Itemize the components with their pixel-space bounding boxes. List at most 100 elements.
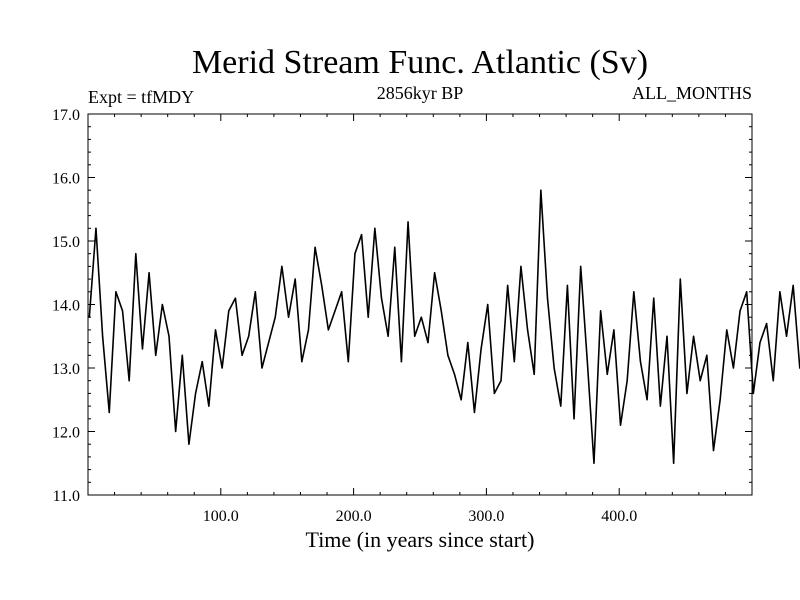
data-point [281,265,283,267]
data-point [148,272,150,274]
data-point [719,399,721,401]
data-point [732,367,735,369]
data-point [520,265,522,267]
data-point [268,342,270,344]
series-layer [88,189,800,465]
data-point [573,418,575,420]
data-point [301,361,303,363]
data-point [619,424,622,426]
data-point [380,297,383,299]
data-point [526,329,529,331]
data-point [155,354,157,356]
data-point [540,189,542,191]
data-point [228,310,230,312]
data-point [659,405,661,407]
data-point [792,284,794,287]
data-point [261,367,263,369]
y-tick-label: 17.0 [52,107,80,124]
experiment-label: Expt = tfMDY [88,87,194,107]
data-point [546,297,549,299]
data-point [639,361,642,363]
data-point [447,354,449,356]
x-tick-label: 300.0 [468,508,504,525]
data-point [128,380,130,382]
data-point [692,335,695,337]
plot-frame [87,113,753,496]
data-point [759,342,761,344]
data-point [115,291,117,293]
x-axis-label: Time (in years since start) [306,527,535,552]
data-point [580,265,582,267]
y-tick-label: 11.0 [53,488,80,505]
x-axis: 100.0 200.0 300.0 400.0 [114,114,726,525]
chart-title: Merid Stream Func. Atlantic (Sv) [192,44,648,81]
data-point [400,361,403,363]
y-tick-label: 13.0 [52,361,80,378]
x-tick-label: 400.0 [601,508,637,525]
data-point [513,361,515,363]
y-tick-label: 16.0 [52,171,80,188]
data-point [188,443,190,445]
data-point [307,329,310,331]
data-point [600,310,602,312]
data-point [712,449,715,452]
data-point [360,234,363,236]
data-point [420,316,422,318]
x-tick-label: 100.0 [203,508,239,525]
data-point [453,373,456,375]
data-point [493,392,495,394]
data-point [234,297,237,299]
data-point [467,342,469,344]
data-point [473,411,476,414]
series-group [88,189,800,465]
data-point [241,354,243,356]
data-point [785,335,788,337]
data-point [434,272,436,274]
data-point [327,329,329,331]
data-point [414,335,416,337]
data-point [653,297,655,299]
data-point [248,335,250,337]
data-point [201,361,203,363]
data-point [354,253,356,255]
data-point [560,405,562,407]
data-point [334,310,336,312]
data-point [135,253,137,255]
data-point [374,227,376,229]
data-point [321,284,323,287]
data-point [208,405,210,407]
data-point [766,322,768,325]
data-point [341,291,343,293]
data-point [168,335,170,337]
series-line [88,189,800,465]
data-point [606,373,608,375]
data-point [108,411,110,414]
data-point [141,348,144,350]
data-point [746,291,748,293]
data-point [626,380,628,382]
data-point [88,316,90,318]
data-point [214,329,217,331]
data-point [739,310,741,312]
data-point [95,227,97,229]
data-point [394,246,396,248]
x-tick-label: 200.0 [336,508,372,525]
data-point [586,361,588,363]
data-point [347,361,349,363]
data-point [772,380,774,382]
data-point [367,316,369,318]
data-point [274,316,276,318]
data-point [314,246,316,248]
data-point [706,354,708,356]
months-label: ALL_MONTHS [632,83,752,103]
data-point [287,316,290,318]
data-point [553,367,555,369]
data-point [593,462,595,464]
data-point [679,278,681,280]
data-point [221,367,223,369]
data-point [507,284,509,287]
data-point [673,462,675,464]
data-point [440,310,442,312]
data-point [533,373,535,375]
